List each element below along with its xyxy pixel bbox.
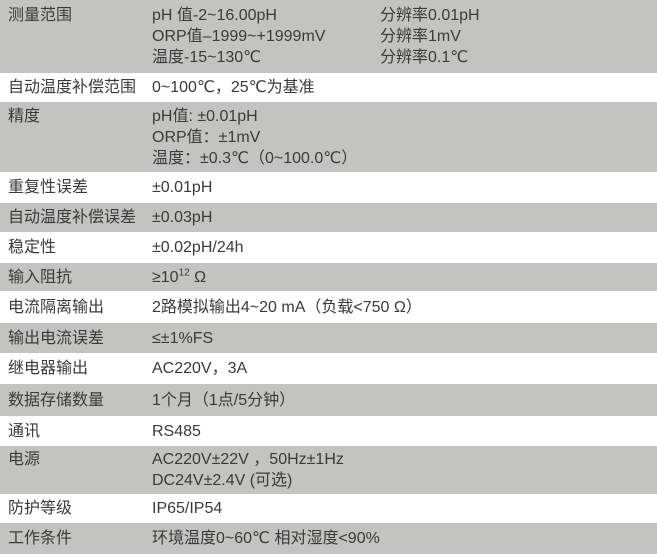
spec-value: pH 值-2~16.00pH 分辨率0.01pH ORP值–1999~+1999… xyxy=(152,5,657,68)
row-measure-range: 测量范围 pH 值-2~16.00pH 分辨率0.01pH ORP值–1999~… xyxy=(0,0,657,73)
measure-resolution: 分辨率0.1℃ xyxy=(380,49,469,66)
row-power-supply: 电源 AC220V±22V ，50Hz±1Hz DC24V±2.4V (可选) xyxy=(0,446,657,494)
impedance-base: ≥10 xyxy=(152,268,179,286)
spec-label: 精度 xyxy=(8,107,41,125)
row-accuracy: 精度 pH值: ±0.01pH ORP值：±1mV 温度：±0.3℃（0~100… xyxy=(0,102,657,172)
accuracy-line-orp: ORP值：±1mV xyxy=(152,128,261,146)
spec-label: 输出电流误差 xyxy=(8,329,105,347)
row-isolated-current-output: 电流隔离输出 2路模拟输出4~20 mA（负载<750 Ω） xyxy=(0,291,657,323)
measure-param: 温度-15~130℃ xyxy=(152,49,262,66)
impedance-unit: Ω xyxy=(189,268,207,286)
row-data-storage: 数据存储数量 1个月（1点/5分钟） xyxy=(0,384,657,416)
spec-value: pH值: ±0.01pH ORP值：±1mV 温度：±0.3℃（0~100.0℃… xyxy=(152,106,657,169)
spec-value: 2路模拟输出4~20 mA（负载<750 Ω） xyxy=(152,298,422,316)
row-communication: 通讯 RS485 xyxy=(0,416,657,446)
spec-label: 数据存储数量 xyxy=(8,391,105,409)
spec-value: ±0.01pH xyxy=(152,179,213,196)
measure-line-temp: 温度-15~130℃ 分辨率0.1℃ xyxy=(152,47,657,68)
spec-value: ≤±1%FS xyxy=(152,329,214,347)
spec-label: 重复性误差 xyxy=(8,179,89,196)
spec-label: 防护等级 xyxy=(8,500,73,517)
impedance-exponent: 12 xyxy=(178,267,190,279)
spec-label: 稳定性 xyxy=(8,239,57,256)
measure-line-ph: pH 值-2~16.00pH 分辨率0.01pH xyxy=(152,5,657,26)
spec-value: ±0.02pH/24h xyxy=(152,239,244,256)
row-repeatability-error: 重复性误差 ±0.01pH xyxy=(0,172,657,203)
accuracy-line-ph: pH值: ±0.01pH xyxy=(152,107,258,125)
accuracy-line-temp: 温度：±0.3℃（0~100.0℃） xyxy=(152,149,358,167)
measure-resolution: 分辨率0.01pH xyxy=(380,7,480,24)
spec-value: AC220V±22V ，50Hz±1Hz DC24V±2.4V (可选) xyxy=(152,449,657,491)
spec-value: 1个月（1点/5分钟） xyxy=(152,391,296,409)
spec-value: IP65/IP54 xyxy=(152,500,223,517)
row-working-conditions: 工作条件 环境温度0~60℃ 相对湿度<90% xyxy=(0,523,657,554)
spec-label: 测量范围 xyxy=(8,7,73,24)
spec-label: 电源 xyxy=(8,451,41,468)
power-line-dc: DC24V±2.4V (可选) xyxy=(152,472,293,489)
row-atc-error: 自动温度补偿误差 ±0.03pH xyxy=(0,203,657,232)
spec-value: ≥1012 Ω xyxy=(152,267,657,288)
spec-value: ±0.03pH xyxy=(152,209,213,226)
row-input-impedance: 输入阻抗 ≥1012 Ω xyxy=(0,263,657,291)
row-output-current-error: 输出电流误差 ≤±1%FS xyxy=(0,323,657,353)
spec-label: 工作条件 xyxy=(8,530,73,547)
power-line-ac: AC220V±22V ，50Hz±1Hz xyxy=(152,451,344,468)
spec-value: RS485 xyxy=(152,422,201,440)
spec-value: 0~100℃，25℃为基准 xyxy=(152,79,315,96)
spec-label: 自动温度补偿范围 xyxy=(8,79,137,96)
spec-label: 自动温度补偿误差 xyxy=(8,209,137,226)
measure-resolution: 分辨率1mV xyxy=(380,28,461,45)
row-stability: 稳定性 ±0.02pH/24h xyxy=(0,232,657,263)
spec-value: 环境温度0~60℃ 相对湿度<90% xyxy=(152,530,380,547)
measure-param: ORP值–1999~+1999mV xyxy=(152,28,326,45)
measure-param: pH 值-2~16.00pH xyxy=(152,7,277,24)
row-atc-range: 自动温度补偿范围 0~100℃，25℃为基准 xyxy=(0,73,657,102)
spec-label: 电流隔离输出 xyxy=(8,298,105,316)
spec-label: 输入阻抗 xyxy=(8,268,73,286)
measure-line-orp: ORP值–1999~+1999mV 分辨率1mV xyxy=(152,26,657,47)
row-relay-output: 继电器输出 AC220V，3A xyxy=(0,353,657,384)
spec-value: AC220V，3A xyxy=(152,360,248,377)
spec-label: 通讯 xyxy=(8,422,41,440)
spec-label: 继电器输出 xyxy=(8,360,89,377)
row-protection-rating: 防护等级 IP65/IP54 xyxy=(0,494,657,523)
